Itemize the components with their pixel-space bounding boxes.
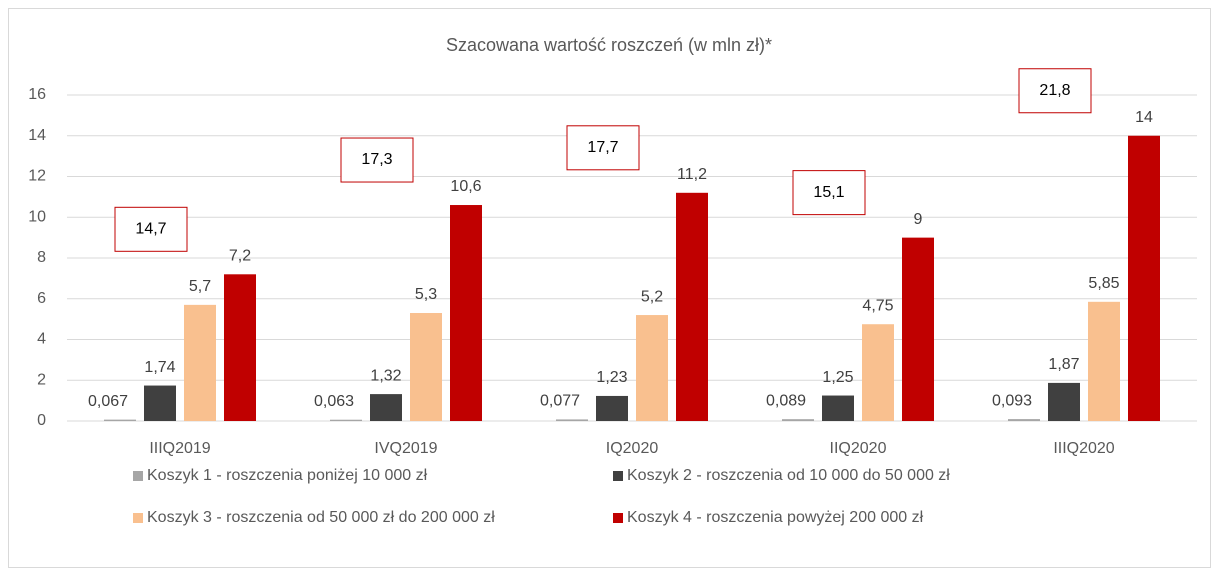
bar	[822, 395, 854, 421]
total-box	[340, 137, 414, 183]
data-label: 1,23	[596, 369, 627, 386]
y-tick-label: 0	[37, 412, 46, 429]
y-tick-label: 16	[28, 86, 46, 103]
data-label: 1,25	[822, 369, 853, 386]
data-label: 0,067	[88, 393, 128, 410]
x-tick-label: IVQ2019	[374, 440, 437, 457]
legend-label: Koszyk 1 - roszczenia poniżej 10 000 zł	[147, 467, 428, 484]
bar	[370, 394, 402, 421]
data-label: 1,74	[144, 359, 175, 376]
data-label: 5,7	[189, 278, 211, 295]
chart-title: Szacowana wartość roszczeń (w mln zł)*	[446, 35, 772, 55]
data-label: 0,077	[540, 393, 580, 410]
bar	[596, 395, 628, 421]
total-box	[792, 170, 866, 216]
data-label: 10,6	[450, 178, 481, 195]
data-label: 5,85	[1088, 275, 1119, 292]
legend-label: Koszyk 3 - roszczenia od 50 000 zł do 20…	[147, 509, 495, 526]
bar	[450, 205, 482, 421]
y-tick-label: 12	[28, 168, 46, 185]
total-label: 17,7	[587, 139, 618, 156]
y-tick-label: 4	[37, 331, 46, 348]
bar	[1128, 135, 1160, 421]
bar	[224, 274, 256, 421]
data-label: 1,32	[370, 367, 401, 384]
legend-swatch	[133, 471, 143, 481]
y-tick-label: 8	[37, 249, 46, 266]
data-label: 9	[914, 211, 923, 228]
bar	[782, 419, 814, 421]
legend-label: Koszyk 4 - roszczenia powyżej 200 000 zł	[627, 509, 924, 526]
chart-border	[8, 8, 1211, 568]
x-tick-label: IIIQ2020	[1053, 440, 1114, 457]
total-box	[566, 125, 640, 171]
total-label: 14,7	[135, 221, 166, 238]
legend-swatch	[613, 471, 623, 481]
x-tick-label: IQ2020	[606, 440, 659, 457]
bar	[556, 419, 588, 421]
bar	[410, 313, 442, 421]
data-label: 1,87	[1048, 356, 1079, 373]
total-label: 21,8	[1039, 82, 1070, 99]
legend-swatch	[613, 513, 623, 523]
total-box	[1018, 68, 1092, 114]
bar	[330, 419, 362, 421]
x-tick-label: IIQ2020	[830, 440, 887, 457]
bar	[144, 385, 176, 421]
bar	[1048, 382, 1080, 421]
bar	[862, 324, 894, 421]
data-label: 4,75	[862, 297, 893, 314]
bar	[184, 304, 216, 421]
bar	[902, 237, 934, 421]
data-label: 11,2	[677, 166, 707, 183]
data-label: 0,063	[314, 393, 354, 410]
legend-label: Koszyk 2 - roszczenia od 10 000 do 50 00…	[627, 467, 950, 484]
total-label: 17,3	[361, 151, 392, 168]
bar	[1088, 301, 1120, 421]
legend-swatch	[133, 513, 143, 523]
data-label: 5,2	[641, 288, 663, 305]
data-label: 5,3	[415, 286, 437, 303]
data-label: 14	[1135, 109, 1153, 126]
y-tick-label: 14	[28, 127, 46, 144]
bar	[1008, 419, 1040, 421]
data-label: 0,089	[766, 392, 806, 409]
bar	[636, 315, 668, 421]
data-label: 0,093	[992, 392, 1032, 409]
y-tick-label: 10	[28, 208, 46, 225]
bar	[104, 419, 136, 421]
y-tick-label: 6	[37, 290, 46, 307]
x-tick-label: IIIQ2019	[149, 440, 210, 457]
bar	[676, 192, 708, 421]
data-label: 7,2	[229, 248, 251, 265]
y-tick-label: 2	[37, 371, 46, 388]
total-label: 15,1	[813, 184, 844, 201]
total-box	[114, 206, 188, 252]
